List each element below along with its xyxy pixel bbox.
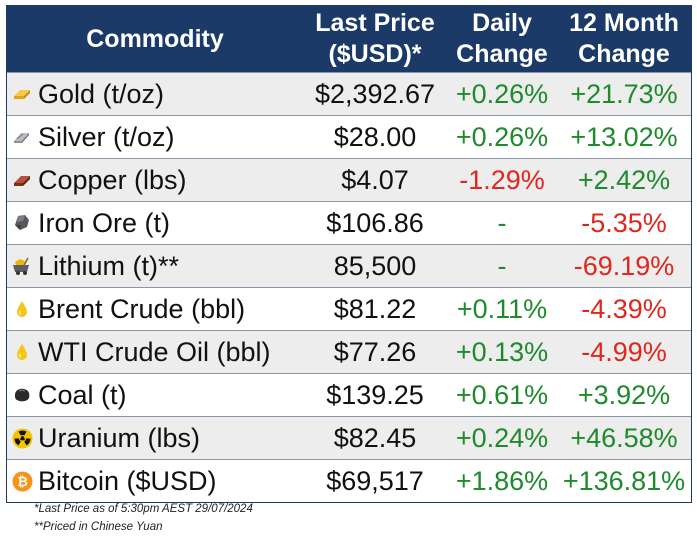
daily-change: +0.61% [455,379,549,410]
oil-drop-icon [11,341,33,363]
yearly-change: +2.42% [577,164,671,195]
commodity-name: Uranium (lbs) [38,422,201,453]
daily-change: +0.24% [455,422,549,453]
yearly-change: +13.02% [570,121,678,152]
commodity-cell: Lithium (t)** [7,245,303,287]
yearly-change: +136.81% [562,465,686,496]
last-price: $82.45 [333,422,417,453]
radiation-icon [11,427,33,449]
commodity-cell: Gold (t/oz) [7,73,303,115]
commodity-name: Silver (t/oz) [38,121,175,152]
header-last-price: Last Price ($USD)* [303,6,447,72]
table-row: Coal (t) $139.25 +0.61% +3.92% [7,373,691,416]
header-daily-line2: Change [456,40,548,68]
header-daily-change: Daily Change [447,6,557,72]
commodity-cell: Coal (t) [7,374,303,416]
table-row: Copper (lbs) $4.07 -1.29% +2.42% [7,158,691,201]
last-price: $139.25 [326,379,424,410]
copper-bar-icon [11,169,33,191]
iron-ore-icon [11,212,33,234]
silver-bar-icon [11,126,33,148]
header-12-month-change: 12 Month Change [557,6,691,72]
yearly-change: -5.35% [581,207,667,238]
header-last-price-line2: ($USD)* [328,40,422,68]
yearly-change: -4.99% [581,336,667,367]
last-price: $4.07 [341,164,409,195]
commodity-name: Bitcoin ($USD) [38,465,217,496]
commodity-cell: Copper (lbs) [7,159,303,201]
last-price: $28.00 [333,121,417,152]
last-price: $81.22 [333,293,417,324]
daily-change: +0.26% [455,121,549,152]
table-row: Brent Crude (bbl) $81.22 +0.11% -4.39% [7,287,691,330]
last-price: $69,517 [326,465,424,496]
table-row: Gold (t/oz) $2,392.67 +0.26% +21.73% [7,72,691,115]
header-yearly-line2: Change [578,40,670,68]
commodity-table: Commodity Last Price ($USD)* Daily Chang… [6,5,692,503]
yearly-change: +21.73% [570,78,678,109]
footnotes: *Last Price as of 5:30pm AEST 29/07/2024… [34,500,253,536]
yearly-change: +46.58% [570,422,678,453]
daily-change: -1.29% [459,164,545,195]
commodity-name: Copper (lbs) [38,164,187,195]
commodity-name: Gold (t/oz) [38,78,165,109]
daily-change: +0.26% [455,78,549,109]
commodity-name: Iron Ore (t) [38,207,171,238]
coal-icon [11,384,33,406]
header-last-price-line1: Last Price [315,9,435,37]
commodity-name: WTI Crude Oil (bbl) [38,336,271,367]
footnote-yuan: **Priced in Chinese Yuan [34,521,163,533]
commodity-name: Brent Crude (bbl) [38,293,246,324]
commodity-cell: Silver (t/oz) [7,116,303,158]
last-price: $77.26 [333,336,417,367]
footnote-last-price: *Last Price as of 5:30pm AEST 29/07/2024 [34,503,253,515]
table-row: Iron Ore (t) $106.86 - -5.35% [7,201,691,244]
yearly-change: -69.19% [573,250,675,281]
header-commodity-label: Commodity [86,24,224,53]
header-yearly-line1: 12 Month [569,9,679,37]
gold-bar-icon [11,83,33,105]
mining-cart-icon [11,255,33,277]
commodity-cell: Uranium (lbs) [7,417,303,459]
table-header: Commodity Last Price ($USD)* Daily Chang… [7,6,691,72]
header-commodity: Commodity [7,6,303,72]
table-row: Lithium (t)** 85,500 - -69.19% [7,244,691,287]
commodity-name: Lithium (t)** [38,250,180,281]
daily-change: +0.13% [455,336,549,367]
table-row: ₿ Bitcoin ($USD) $69,517 +1.86% +136.81% [7,459,691,502]
last-price: 85,500 [333,250,417,281]
yearly-change: +3.92% [577,379,671,410]
daily-change: +0.11% [456,293,548,324]
commodity-cell: Iron Ore (t) [7,202,303,244]
table-body: Gold (t/oz) $2,392.67 +0.26% +21.73% Sil… [7,72,691,502]
table-row: Uranium (lbs) $82.45 +0.24% +46.58% [7,416,691,459]
last-price: $106.86 [326,207,424,238]
commodity-name: Coal (t) [38,379,127,410]
svg-text:₿: ₿ [17,475,28,490]
header-daily-line1: Daily [472,9,532,37]
last-price: $2,392.67 [314,78,436,109]
bitcoin-icon: ₿ [11,470,33,492]
daily-change: - [497,250,507,281]
table-row: WTI Crude Oil (bbl) $77.26 +0.13% -4.99% [7,330,691,373]
oil-drop-icon [11,298,33,320]
commodity-cell: WTI Crude Oil (bbl) [7,331,303,373]
daily-change: +1.86% [455,465,549,496]
daily-change: - [497,207,507,238]
commodity-cell: ₿ Bitcoin ($USD) [7,460,303,502]
yearly-change: -4.39% [581,293,667,324]
table-row: Silver (t/oz) $28.00 +0.26% +13.02% [7,115,691,158]
commodity-cell: Brent Crude (bbl) [7,288,303,330]
